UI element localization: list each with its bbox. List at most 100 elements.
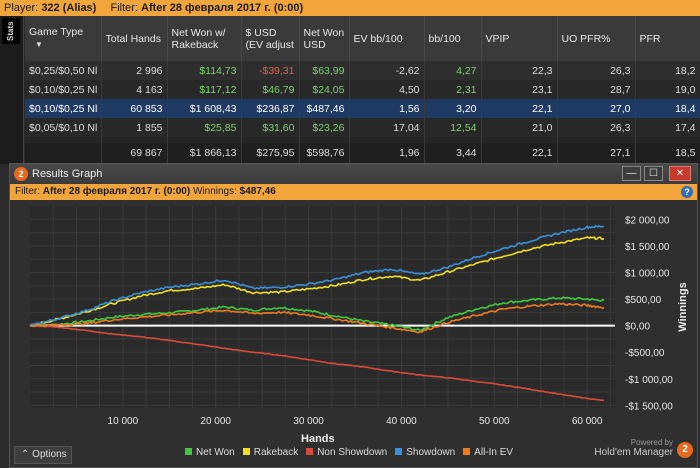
series-line-non-showdown bbox=[29, 324, 605, 402]
powered-by-label: Powered by bbox=[630, 438, 673, 447]
total-cell: 22,1 bbox=[481, 143, 558, 163]
table-cell: 4,50 bbox=[349, 80, 425, 99]
table-cell: $63,99 bbox=[299, 61, 350, 80]
table-cell: 1 855 bbox=[101, 118, 168, 137]
options-button[interactable]: ⌃ Options bbox=[14, 446, 72, 464]
table-row[interactable]: $0,05/$0,10 Nl 1 855 $25,85 $31,60 $23,26 17,… bbox=[25, 118, 700, 137]
close-button[interactable]: ✕ bbox=[669, 166, 691, 181]
legend-item[interactable]: Net Won bbox=[185, 447, 235, 458]
total-cell: 3,44 bbox=[424, 143, 482, 163]
table-cell: $236,87 bbox=[241, 99, 300, 118]
winnings-label: Winnings: bbox=[192, 186, 237, 197]
legend-label: Non Showdown bbox=[317, 447, 388, 458]
table-cell: $114,73 bbox=[167, 61, 242, 80]
legend-swatch bbox=[185, 448, 192, 455]
table-cell: $0,10/$0,25 Nl bbox=[25, 99, 102, 118]
legend-swatch bbox=[306, 448, 314, 455]
legend-label: Rakeback bbox=[253, 447, 299, 458]
table-cell: $46,79 bbox=[241, 80, 300, 99]
table-cell: 17,4 bbox=[635, 118, 700, 137]
graph-filter-label: Filter: bbox=[15, 186, 40, 197]
table-cell: 19,0 bbox=[635, 80, 700, 99]
legend-label: Net Won bbox=[196, 447, 235, 458]
minimize-button[interactable]: — bbox=[622, 166, 641, 181]
legend-swatch bbox=[395, 448, 403, 455]
results-graph-window: 2 Results Graph — ☐ ✕ Filter: After 28 ф… bbox=[9, 163, 698, 468]
table-cell: 4 163 bbox=[101, 80, 168, 99]
total-cell: 1,96 bbox=[349, 143, 425, 163]
table-cell: -2,62 bbox=[349, 61, 425, 80]
legend-item[interactable]: All-In EV bbox=[463, 447, 513, 458]
plot-background bbox=[30, 206, 615, 408]
legend-item[interactable]: Non Showdown bbox=[306, 447, 387, 458]
filter-label: Filter: bbox=[110, 2, 138, 14]
series-line-rakeback bbox=[29, 236, 605, 327]
table-cell: 28,7 bbox=[557, 80, 636, 99]
table-cell: 17,04 bbox=[349, 118, 425, 137]
help-icon[interactable]: ? bbox=[681, 186, 693, 198]
sort-arrow-icon[interactable]: ▼ bbox=[35, 40, 43, 49]
table-cell: 27,0 bbox=[557, 99, 636, 118]
column-header[interactable]: bb/100 bbox=[424, 16, 482, 61]
table-cell: 2,31 bbox=[424, 80, 482, 99]
table-cell: 22,1 bbox=[481, 99, 558, 118]
stats-sidebar: Stats bbox=[0, 16, 24, 164]
table-cell: $23,26 bbox=[299, 118, 350, 137]
brand-name: Hold'em Manager bbox=[594, 447, 673, 458]
table-cell: $25,85 bbox=[167, 118, 242, 137]
player-value[interactable]: 322 (Alias) bbox=[41, 2, 97, 14]
brand-block: Powered by Hold'em Manager 2 bbox=[594, 438, 693, 458]
legend-label: Showdown bbox=[406, 447, 456, 458]
series-line-all-in-ev bbox=[29, 302, 605, 334]
table-header-row: Game Type▼ Total Hands Net Won w/ Rakeback… bbox=[25, 16, 700, 61]
total-cell: $598,76 bbox=[299, 143, 350, 163]
column-header[interactable]: EV bb/100 bbox=[349, 16, 425, 61]
table-cell: 21,0 bbox=[481, 118, 558, 137]
chevron-up-icon: ⌃ bbox=[21, 449, 30, 460]
legend-item[interactable]: Rakeback bbox=[242, 447, 299, 458]
series-line-net-won bbox=[29, 296, 605, 332]
table-cell: 60 853 bbox=[101, 99, 168, 118]
column-header[interactable]: Game Type▼ bbox=[25, 16, 102, 61]
column-header[interactable]: UO PFR% bbox=[557, 16, 636, 61]
x-tick-label: 30 000 bbox=[293, 416, 324, 427]
window-title: Results Graph bbox=[32, 168, 103, 180]
chart-legend: Net Won Rakeback Non Showdown Showdown All-I… bbox=[185, 447, 521, 463]
x-tick-label: 10 000 bbox=[108, 416, 139, 427]
table-cell: 18,4 bbox=[635, 99, 700, 118]
x-tick-label: 60 000 bbox=[572, 416, 603, 427]
stats-tab[interactable]: Stats bbox=[2, 18, 20, 44]
column-header[interactable]: VPIP bbox=[481, 16, 558, 61]
hem-brand-logo-icon: 2 bbox=[677, 442, 693, 458]
window-title-bar[interactable]: 2 Results Graph bbox=[10, 164, 697, 184]
table-cell: 3,20 bbox=[424, 99, 482, 118]
y-tick-label: $0,00 bbox=[625, 322, 650, 333]
column-header[interactable]: Net Won USD bbox=[299, 16, 350, 61]
table-row[interactable]: $0,10/$0,25 Nl 60 853 $1 608,43 $236,87 $487… bbox=[25, 99, 700, 118]
column-header[interactable]: Total Hands bbox=[101, 16, 168, 61]
graph-filter-value[interactable]: After 28 февраля 2017 г. (0:00) bbox=[42, 186, 191, 197]
filter-value[interactable]: After 28 февраля 2017 г. (0:00) bbox=[141, 2, 304, 14]
x-axis-label: Hands bbox=[301, 433, 335, 445]
top-filter-bar: Player: 322 (Alias) Filter: After 28 фев… bbox=[0, 0, 700, 16]
table-row[interactable]: $0,10/$0,25 Nl 4 163 $117,12 $46,79 $24,05 4,… bbox=[25, 80, 700, 99]
table-cell: $0,10/$0,25 Nl bbox=[25, 80, 102, 99]
legend-item[interactable]: Showdown bbox=[395, 447, 455, 458]
column-header[interactable]: PFR bbox=[635, 16, 700, 61]
table-cell: $0,25/$0,50 Nl bbox=[25, 61, 102, 80]
table-cell: $1 608,43 bbox=[167, 99, 242, 118]
table-cell: $31,60 bbox=[241, 118, 300, 137]
table-cell: 26,3 bbox=[557, 118, 636, 137]
y-tick-label: -$1 000,00 bbox=[625, 375, 673, 386]
column-header[interactable]: Net Won w/ Rakeback bbox=[167, 16, 242, 61]
column-header[interactable]: $ USD (EV adjust bbox=[241, 16, 300, 61]
x-tick-label: 50 000 bbox=[479, 416, 510, 427]
y-tick-label: -$500,00 bbox=[625, 348, 665, 359]
table-cell: 1,56 bbox=[349, 99, 425, 118]
total-cell: $275,95 bbox=[241, 143, 300, 163]
table-row[interactable]: $0,25/$0,50 Nl 2 996 $114,73 -$39,31 $63,99-… bbox=[25, 61, 700, 80]
series-line-showdown bbox=[29, 224, 605, 327]
y-axis-label: Winnings bbox=[677, 282, 689, 331]
table-cell: -$39,31 bbox=[241, 61, 300, 80]
maximize-button[interactable]: ☐ bbox=[644, 166, 663, 181]
